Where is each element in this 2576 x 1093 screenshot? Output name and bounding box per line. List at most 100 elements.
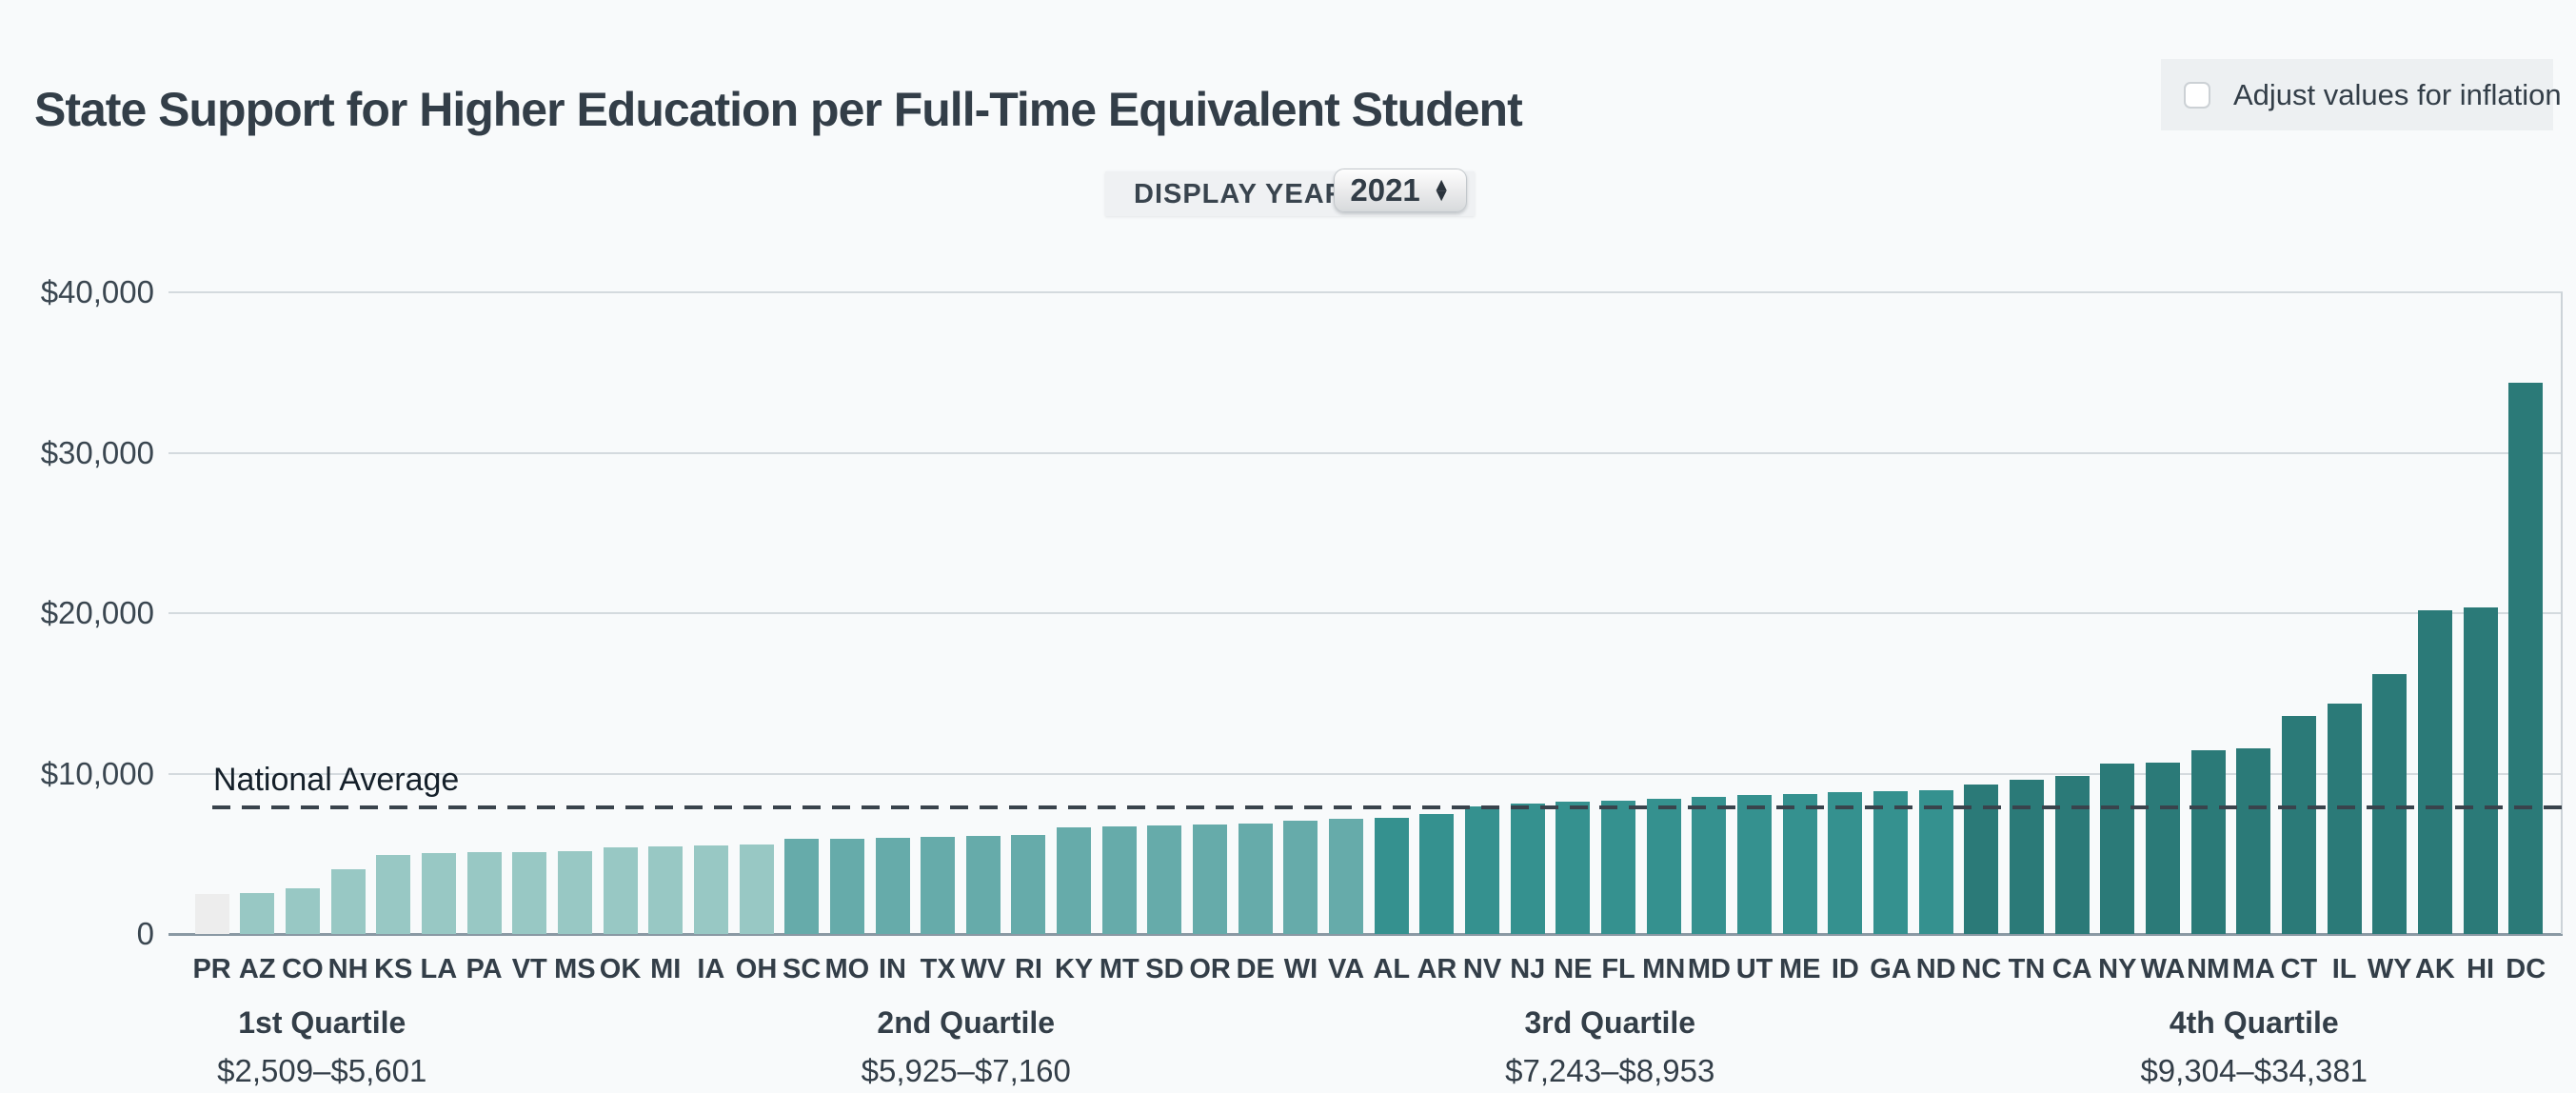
x-axis-label: WA	[2140, 954, 2186, 984]
bar[interactable]	[2417, 609, 2452, 934]
bar[interactable]	[1556, 801, 1591, 934]
display-year-control: DISPLAY YEAR 2021 ▲ ▼	[1105, 169, 1475, 216]
x-axis-label: LA	[420, 954, 458, 984]
bar[interactable]	[1465, 806, 1500, 934]
x-axis-label: WI	[1283, 954, 1318, 984]
x-axis-label: OH	[735, 954, 778, 984]
x-axis-label: AR	[1417, 954, 1457, 984]
bar[interactable]	[829, 838, 864, 934]
bar[interactable]	[1601, 800, 1636, 934]
bar[interactable]	[1964, 785, 1999, 934]
bar[interactable]	[2054, 775, 2090, 934]
x-axis-label: IL	[2331, 954, 2357, 984]
bar[interactable]	[330, 868, 366, 934]
bar[interactable]	[1329, 819, 1364, 934]
x-axis-label: FL	[1601, 954, 1635, 984]
quartile-group: 4th Quartile $9,304–$34,381	[1932, 1005, 2576, 1089]
x-axis-label: MO	[824, 954, 870, 984]
national-average-line	[212, 805, 2563, 809]
quartile-range: $5,925–$7,160	[861, 1053, 1071, 1088]
bar[interactable]	[1646, 798, 1681, 934]
x-axis-label: KS	[374, 954, 413, 984]
bar[interactable]	[512, 852, 547, 934]
y-tick-label: $10,000	[40, 755, 154, 791]
bar[interactable]	[376, 854, 411, 934]
bar[interactable]	[1510, 803, 1545, 934]
bar[interactable]	[2327, 704, 2362, 934]
bar[interactable]	[2281, 716, 2316, 934]
inflation-checkbox[interactable]	[2184, 81, 2210, 109]
x-axis-label: PA	[466, 954, 503, 984]
x-axis-label: UT	[1735, 954, 1773, 984]
bar[interactable]	[1101, 825, 1137, 934]
x-axis-label: MN	[1642, 954, 1686, 984]
bar[interactable]	[1873, 791, 1909, 934]
x-axis-label: MI	[650, 954, 682, 984]
bar[interactable]	[2100, 764, 2135, 934]
bar[interactable]	[1419, 813, 1455, 934]
x-axis-label: VA	[1328, 954, 1365, 984]
bar[interactable]	[1737, 794, 1773, 934]
bar[interactable]	[2190, 750, 2226, 934]
bar[interactable]	[2145, 763, 2180, 934]
x-axis-label: NM	[2187, 954, 2230, 984]
x-axis-label: GA	[1870, 954, 1912, 984]
bar[interactable]	[1147, 825, 1182, 934]
bar[interactable]	[603, 847, 638, 934]
x-axis-label: AK	[2414, 954, 2455, 984]
bar[interactable]	[2372, 674, 2408, 934]
x-axis-label: IA	[697, 954, 725, 984]
y-tick-label: $20,000	[40, 595, 154, 630]
bar[interactable]	[875, 838, 910, 934]
y-tick-label: 0	[136, 916, 154, 951]
bar[interactable]	[1918, 790, 1953, 934]
bar[interactable]	[421, 853, 456, 934]
inflation-toggle-panel[interactable]: Adjust values for inflation	[2161, 59, 2562, 130]
bar[interactable]	[784, 839, 820, 934]
bar[interactable]	[693, 845, 728, 934]
bar[interactable]	[557, 851, 592, 934]
inflation-checkbox-label[interactable]: Adjust values for inflation	[2233, 77, 2562, 111]
national-average-label: National Average	[213, 761, 460, 798]
x-axis-label: DE	[1236, 954, 1275, 984]
x-axis-label: AL	[1373, 954, 1411, 984]
bar[interactable]	[1692, 796, 1727, 934]
quartile-title: 3rd Quartile	[1524, 1005, 1696, 1040]
bar[interactable]	[2236, 747, 2271, 934]
bar[interactable]	[1011, 835, 1046, 934]
bar[interactable]	[1782, 794, 1817, 934]
quartile-group: 2nd Quartile $5,925–$7,160	[644, 1005, 1289, 1089]
quartile-range: $7,243–$8,953	[1505, 1053, 1715, 1088]
bar[interactable]	[2508, 382, 2544, 934]
x-axis-label: TN	[2008, 954, 2046, 984]
bar[interactable]	[1238, 824, 1273, 934]
bar[interactable]	[1374, 817, 1409, 934]
bar[interactable]	[240, 892, 275, 934]
bar[interactable]	[466, 852, 502, 934]
bar[interactable]	[2010, 779, 2044, 934]
bar[interactable]	[965, 836, 1001, 934]
bar[interactable]	[1057, 826, 1092, 934]
x-axis-label: NH	[327, 954, 368, 984]
display-year-value: 2021	[1350, 172, 1420, 208]
x-axis-label: OR	[1189, 954, 1231, 984]
x-axis-label: MD	[1687, 954, 1731, 984]
bar[interactable]	[648, 846, 684, 934]
bar[interactable]	[921, 837, 956, 934]
x-axis-label: HI	[2467, 954, 2495, 984]
bar[interactable]	[1283, 820, 1318, 934]
bar[interactable]	[1828, 791, 1863, 934]
bar[interactable]	[739, 844, 774, 934]
bar[interactable]	[285, 888, 320, 934]
bar[interactable]	[2463, 607, 2498, 934]
display-year-select[interactable]: 2021 ▲ ▼	[1334, 169, 1467, 212]
select-spinner-arrows-icon: ▲ ▼	[1432, 174, 1451, 206]
x-axis-label: AZ	[238, 954, 276, 984]
bar[interactable]	[1193, 825, 1228, 934]
x-axis-label: KY	[1054, 954, 1094, 984]
quartile-title: 4th Quartile	[2169, 1005, 2339, 1040]
gridline	[168, 772, 2563, 775]
bar[interactable]	[194, 893, 229, 934]
x-axis-label: CT	[2280, 954, 2318, 984]
